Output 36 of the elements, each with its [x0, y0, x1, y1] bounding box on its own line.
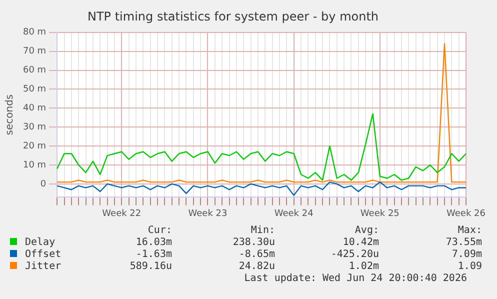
text: Min: [250, 224, 275, 236]
y-tick-label: 10 m [22, 160, 46, 170]
chart-title: NTP timing statistics for system peer - by month [87, 9, 379, 24]
text: 16.03m [134, 236, 172, 248]
text: 589.16u [128, 260, 172, 272]
text: Max: [456, 224, 482, 236]
y-tick-label: 30 m [22, 122, 46, 132]
text: 73.55m [444, 236, 482, 248]
text: -1.63m [134, 248, 172, 260]
y-tick-label: 60 m [22, 66, 46, 76]
text: 1.02m [348, 260, 379, 272]
y-tick-label: 40 m [22, 104, 46, 114]
x-tick-label: Week 24 [274, 208, 314, 219]
y-tick-label: 20 m [22, 141, 46, 152]
text: Last update: Wed Jun 24 20:00:40 2026 [244, 273, 467, 284]
y-tick-label: 70 m [22, 46, 46, 57]
text: -8.65m [238, 248, 275, 260]
text: 7.09m [450, 248, 482, 260]
legend-label: Offset [24, 248, 62, 260]
x-tick-label: Week 26 [446, 208, 486, 219]
x-tick-label: Week 22 [102, 208, 142, 219]
text: Avg: [354, 224, 379, 236]
text: -425.20u [330, 248, 379, 260]
x-tick-label: Week 23 [188, 208, 228, 219]
y-tick-label: 80 m [22, 28, 46, 38]
text: 10.42m [342, 236, 379, 248]
y-axis-title: seconds [4, 94, 16, 136]
legend-label: Jitter [24, 260, 62, 272]
text: Cur: [146, 224, 172, 236]
x-tick-label: Week 25 [360, 208, 400, 219]
text: 238.30u [232, 236, 275, 248]
text: 24.82u [238, 260, 275, 272]
legend-label: Delay [24, 236, 56, 248]
y-tick-label: 0 [40, 179, 46, 190]
y-tick-label: 50 m [22, 84, 46, 95]
text: 1.09 [456, 260, 482, 272]
